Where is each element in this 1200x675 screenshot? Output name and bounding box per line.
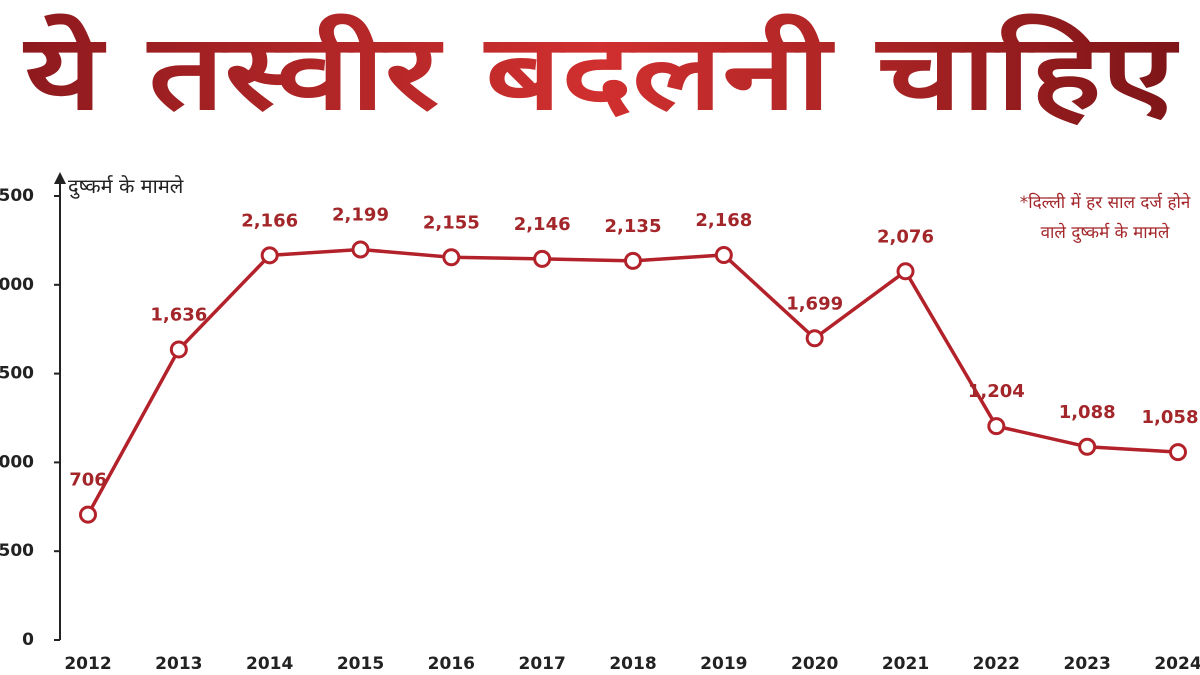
data-point (714, 245, 733, 264)
note-box: *दिल्ली में हर साल दर्ज होने वाले दुष्कर… (1019, 193, 1191, 243)
chart-title: ये तस्वीर बदलनी चाहिए (22, 11, 1179, 133)
data-label: 2,168 (695, 210, 752, 231)
data-point (1169, 443, 1187, 462)
data-label: 2,199 (332, 204, 389, 225)
data-point (169, 340, 188, 359)
y-tick-label: 1,000 (0, 452, 34, 472)
data-label: 1,088 (1059, 402, 1116, 423)
x-tick-label: 2014 (246, 654, 293, 674)
data-point (987, 417, 1006, 436)
data-point (805, 329, 824, 348)
x-tick-label: 2021 (882, 654, 929, 674)
data-point (896, 262, 915, 281)
x-tick-label: 2015 (337, 654, 384, 674)
data-label: 2,155 (423, 212, 480, 233)
data-label: 1,058 (1142, 407, 1199, 428)
y-tick-label: 2,000 (0, 275, 34, 295)
y-tick-label: 0 (22, 630, 34, 650)
data-label: 1,699 (786, 293, 843, 314)
data-point (442, 248, 461, 267)
x-tick-label: 2020 (791, 654, 838, 674)
axis-arrow (54, 172, 66, 184)
y-label-box: दुष्कर्म के मामले (68, 174, 184, 198)
x-tick-label: 2024 (1154, 654, 1200, 674)
y-axis-label: दुष्कर्म के मामले (68, 174, 184, 198)
data-label: 2,135 (605, 216, 662, 237)
x-tick-label: 2023 (1064, 654, 1111, 674)
data-point (533, 249, 552, 268)
data-point (1078, 437, 1097, 456)
x-tick-label: 2018 (609, 654, 656, 674)
x-tick-label: 2022 (973, 654, 1020, 674)
x-tick-label: 2012 (64, 654, 111, 674)
data-point (351, 240, 370, 259)
y-tick-label: 2,500 (0, 186, 34, 206)
x-tick-label: 2017 (519, 654, 566, 674)
data-label: 1,204 (968, 381, 1025, 402)
data-label: 2,166 (241, 210, 298, 231)
data-label: 1,636 (150, 304, 207, 325)
data-label: 2,076 (877, 226, 934, 247)
data-point (260, 246, 279, 265)
data-label: 2,146 (514, 214, 571, 235)
x-tick-label: 2019 (700, 654, 747, 674)
annotation: *दिल्ली में हर साल दर्ज होने वाले दुष्कर… (1019, 193, 1191, 243)
data-point (624, 251, 642, 270)
y-tick-label: 1,500 (0, 364, 34, 384)
x-tick-label: 2013 (155, 654, 202, 674)
data-label: 706 (69, 470, 107, 491)
y-tick-label: 500 (0, 541, 34, 561)
x-tick-label: 2016 (428, 654, 475, 674)
data-point (79, 505, 97, 524)
